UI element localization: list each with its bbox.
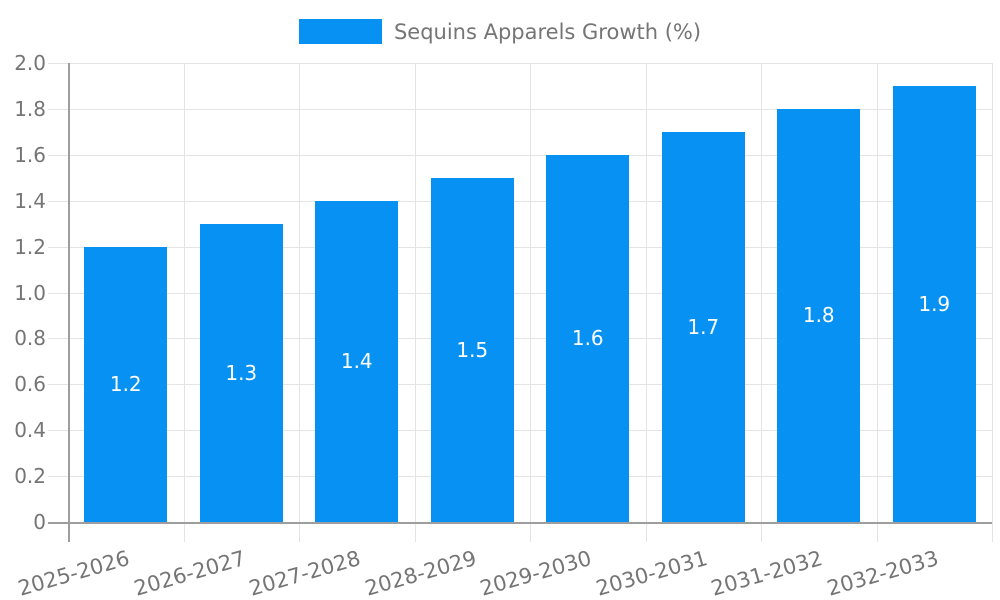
- legend-swatch: [298, 19, 382, 44]
- y-axis-line: [68, 63, 70, 542]
- bar-value-label: 1.9: [918, 291, 951, 316]
- bar-value-label: 1.6: [571, 326, 604, 351]
- y-tick-label: 0.2: [14, 464, 46, 489]
- legend[interactable]: Sequins Apparels Growth (%): [0, 19, 1000, 44]
- x-tick-label: 2031-2032: [708, 546, 826, 600]
- bar[interactable]: 1.5: [430, 177, 514, 522]
- y-tick-label: 1.4: [14, 188, 46, 213]
- x-axis-line: [48, 522, 992, 524]
- bar[interactable]: 1.6: [546, 154, 630, 522]
- x-gridline: [299, 63, 300, 542]
- x-tick-label: 2028-2029: [362, 546, 479, 600]
- bar-value-label: 1.5: [456, 337, 489, 362]
- y-gridline: [48, 63, 992, 64]
- x-gridline: [530, 63, 531, 542]
- y-gridline: [48, 200, 992, 202]
- legend-label: Sequins Apparels Growth (%): [393, 19, 702, 44]
- bar-value-label: 1.7: [687, 314, 720, 339]
- bar-value-label: 1.2: [109, 372, 142, 397]
- y-gridline: [48, 384, 992, 386]
- x-tick-label: 2032-2033: [824, 546, 941, 600]
- y-gridline: [48, 430, 992, 432]
- x-tick-label: 2025-2026: [15, 546, 133, 600]
- y-tick-label: 0.8: [14, 326, 46, 351]
- y-tick-label: 0.6: [14, 372, 46, 397]
- bar[interactable]: 1.4: [315, 200, 399, 522]
- x-tick-label: 2030-2031: [593, 546, 710, 600]
- bar[interactable]: 1.3: [199, 223, 283, 522]
- bar-value-label: 1.3: [225, 360, 258, 385]
- x-tick-label: 2027-2028: [246, 546, 364, 600]
- y-tick-label: 1.6: [14, 142, 46, 167]
- y-tick-label: 1.2: [14, 234, 46, 259]
- y-tick-label: 2.0: [14, 51, 46, 75]
- y-gridline: [48, 108, 992, 110]
- x-gridline: [414, 63, 416, 542]
- y-gridline: [48, 246, 992, 248]
- y-gridline: [48, 154, 992, 156]
- bar[interactable]: 1.8: [777, 108, 861, 522]
- bar-value-label: 1.4: [340, 349, 373, 374]
- x-gridline: [992, 63, 993, 542]
- y-tick-label: 0: [33, 510, 46, 534]
- bar[interactable]: 1.7: [661, 131, 745, 522]
- bar[interactable]: 1.2: [84, 246, 168, 522]
- x-gridline: [645, 63, 647, 542]
- x-gridline: [183, 63, 185, 542]
- y-tick-label: 1.8: [14, 96, 46, 121]
- y-gridline: [48, 292, 992, 294]
- bar[interactable]: 1.9: [892, 85, 976, 522]
- y-gridline: [48, 476, 992, 478]
- bar-value-label: 1.8: [802, 303, 835, 328]
- x-gridline: [761, 63, 762, 542]
- y-tick-label: 0.4: [14, 418, 46, 443]
- x-tick-label: 2029-2030: [477, 546, 595, 600]
- y-tick-label: 1.0: [14, 280, 46, 305]
- x-gridline: [876, 63, 878, 542]
- x-tick-label: 2026-2027: [131, 546, 248, 600]
- y-gridline: [48, 338, 992, 340]
